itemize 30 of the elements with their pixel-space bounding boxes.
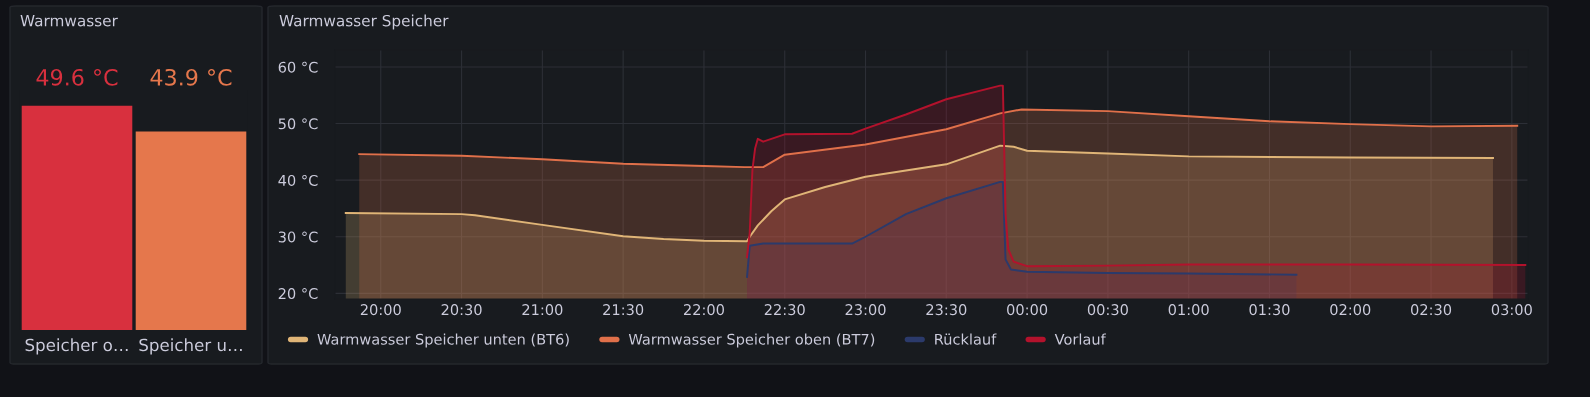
x-tick-label: 20:30 <box>441 304 482 316</box>
x-tick-label: 23:00 <box>845 304 886 316</box>
x-tick-label: 01:00 <box>1168 304 1209 316</box>
x-tick-label: 23:30 <box>926 304 967 316</box>
y-tick-label: 20 °C <box>278 288 318 300</box>
legend-label: Warmwasser Speicher unten (BT6) <box>317 333 569 348</box>
x-tick-label: 03:00 <box>1491 304 1532 316</box>
legend-label: Warmwasser Speicher oben (BT7) <box>628 333 875 348</box>
x-tick-label: 02:00 <box>1330 304 1371 316</box>
x-tick-label: 22:00 <box>684 304 724 316</box>
x-tick-label: Speicher u… <box>139 338 242 355</box>
x-tick-label: 02:30 <box>1411 304 1452 316</box>
data-label: 43.9 °C <box>150 68 232 86</box>
chart-title: Warmwasser Speicher <box>279 14 449 30</box>
x-tick-label: 22:30 <box>764 304 805 316</box>
x-tick-label: 01:30 <box>1249 304 1290 316</box>
x-tick-label: 20:00 <box>360 304 401 316</box>
legend-label: Rücklauf <box>935 333 997 345</box>
legend-label: Vorlauf <box>1054 333 1107 345</box>
x-tick-label: 21:30 <box>603 304 644 316</box>
y-tick-label: 60 °C <box>278 61 318 73</box>
y-tick-label: 40 °C <box>278 174 318 186</box>
x-tick-label: Speicher o… <box>25 338 128 355</box>
x-tick-label: 00:30 <box>1087 304 1128 316</box>
y-tick-label: 30 °C <box>278 231 318 243</box>
data-label: 49.6 °C <box>36 68 118 86</box>
y-tick-label: 50 °C <box>278 118 318 130</box>
x-tick-label: 21:00 <box>522 304 563 316</box>
chart-title: Warmwasser <box>20 15 118 27</box>
x-tick-label: 00:00 <box>1007 304 1048 316</box>
